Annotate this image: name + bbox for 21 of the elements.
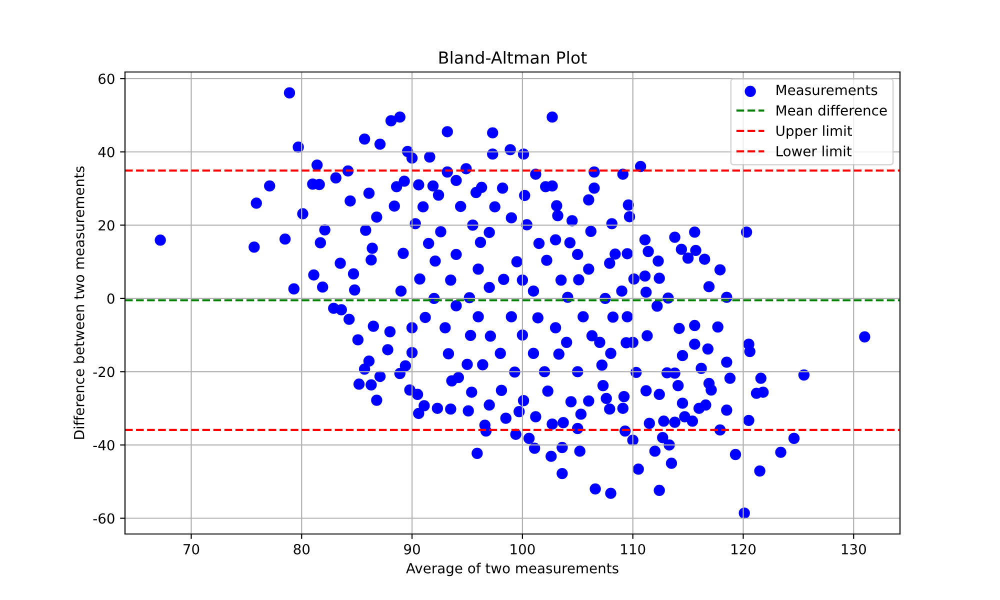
y-tick-label: 40 bbox=[98, 146, 114, 158]
x-tick-label: 120 bbox=[732, 544, 756, 554]
legend-label: Lower limit bbox=[776, 146, 852, 156]
legend-label: Mean difference bbox=[776, 104, 887, 116]
y-axis-title: Difference between two measurements bbox=[74, 166, 84, 439]
legend-label: Measurements bbox=[776, 84, 878, 96]
y-tick-label: -20 bbox=[93, 366, 114, 378]
y-tick-label: 0 bbox=[107, 293, 114, 304]
x-tick-label: 80 bbox=[294, 544, 310, 554]
y-tick-label: -60 bbox=[93, 513, 114, 524]
chart-title: Bland-Altman Plot bbox=[439, 51, 587, 64]
x-tick-label: 130 bbox=[842, 544, 866, 554]
y-tick-label: 60 bbox=[98, 74, 114, 84]
x-tick-label: 110 bbox=[621, 544, 646, 554]
x-axis-title: Average of two measurements bbox=[406, 562, 618, 576]
y-tick-label: -40 bbox=[93, 440, 114, 450]
y-tick-label: 20 bbox=[98, 220, 114, 231]
x-tick-label: 70 bbox=[184, 544, 200, 554]
legend-label: Upper limit bbox=[776, 125, 852, 139]
x-tick-label: 100 bbox=[510, 544, 535, 554]
x-tick-label: 90 bbox=[404, 544, 420, 554]
